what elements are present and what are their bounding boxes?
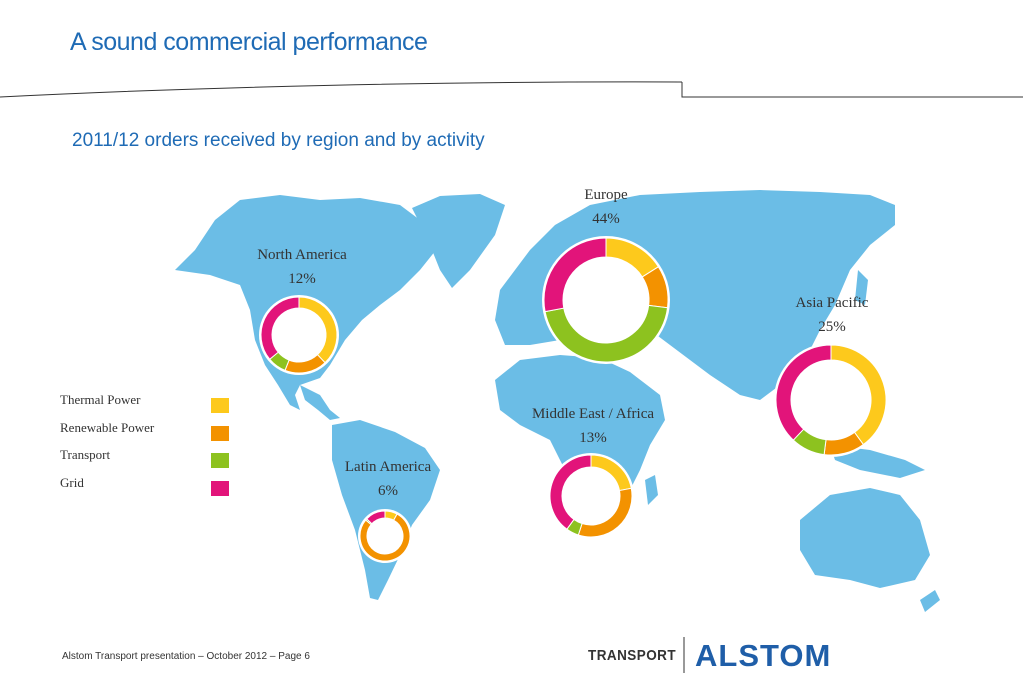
legend-label: Renewable Power [60, 419, 155, 435]
region-share-middle-east-africa: 13% [579, 430, 607, 446]
region-name-asia-pacific: Asia Pacific [796, 295, 869, 311]
legend-swatch [211, 480, 229, 496]
legend: Thermal Power Renewable Power Transport … [60, 390, 240, 500]
donut-slice-latin-america-grid [366, 510, 386, 525]
legend-item-thermal-power: Thermal Power [60, 390, 240, 418]
page-title: A sound commercial performance [70, 28, 428, 56]
region-name-latin-america: Latin America [345, 459, 432, 475]
legend-label: Thermal Power [60, 392, 141, 407]
legend-item-renewable-power: Renewable Power [60, 418, 240, 446]
region-share-europe: 44% [592, 211, 620, 227]
header-divider [0, 81, 1023, 98]
footer-text: Alstom Transport presentation – October … [62, 651, 310, 662]
region-share-latin-america: 6% [378, 483, 398, 499]
region-share-north-america: 12% [288, 271, 316, 287]
legend-item-transport: Transport [60, 445, 240, 473]
legend-swatch [211, 453, 229, 468]
region-name-europe: Europe [584, 187, 628, 203]
region-donuts: North America 12% Europe 44% Asia Pacific 25%… [257, 187, 888, 563]
legend-swatch [211, 398, 229, 413]
region-name-middle-east-africa: Middle East / Africa [532, 406, 654, 422]
legend-label: Transport [60, 447, 111, 462]
donut-slice-latin-america-renewable-power [359, 513, 411, 562]
legend-label: Grid [60, 474, 84, 490]
brand-alstom-logo: ALSTOM [695, 638, 832, 673]
donut-slice-asia-pacific-grid [775, 344, 832, 441]
legend-swatch [211, 425, 229, 441]
donut-slice-middle-east-africa-grid [549, 454, 592, 530]
region-share-asia-pacific: 25% [818, 319, 846, 335]
donut-slice-europe-grid [543, 237, 607, 313]
brand-transport-logo: TRANSPORT [588, 647, 677, 664]
brand-separator [683, 637, 685, 673]
page-subtitle: 2011/12 orders received by region and by… [72, 130, 485, 151]
legend-item-grid: Grid [60, 473, 240, 501]
region-name-north-america: North America [257, 247, 347, 263]
donut-slice-north-america-grid [260, 296, 300, 360]
